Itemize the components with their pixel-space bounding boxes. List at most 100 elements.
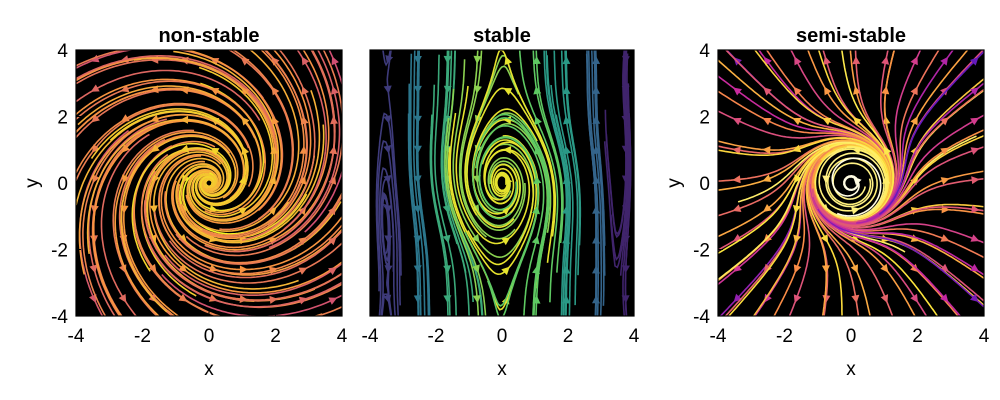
- streamline: [446, 88, 487, 316]
- y-tick-label: 4: [57, 41, 68, 62]
- stream-arrow: [621, 55, 630, 64]
- stream-arrow: [472, 295, 481, 304]
- stream-arrow: [882, 175, 891, 184]
- stream-arrow: [732, 117, 742, 126]
- streamline: [202, 50, 308, 238]
- stream-arrow: [851, 294, 860, 304]
- stream-arrow: [534, 146, 542, 156]
- streamline: [621, 50, 629, 246]
- x-axis-label: x: [204, 359, 214, 380]
- stream-arrow: [328, 297, 338, 305]
- stream-arrow: [178, 263, 188, 272]
- stream-arrow: [970, 234, 980, 242]
- stream-arrow: [762, 174, 772, 182]
- streamline: [430, 84, 451, 316]
- x-tick-label: -2: [134, 326, 151, 347]
- x-tick-label: 4: [629, 326, 640, 347]
- stream-arrow: [763, 263, 772, 273]
- streamline: [474, 124, 545, 316]
- stream-arrow: [270, 145, 279, 155]
- streamlines: [375, 50, 632, 316]
- stream-arrow: [268, 206, 277, 216]
- stream-arrow: [122, 174, 130, 184]
- streamline: [535, 50, 564, 244]
- stream-arrow: [910, 263, 919, 273]
- x-tick-label: -2: [776, 326, 793, 347]
- stream-arrow: [89, 264, 98, 274]
- stream-arrow: [180, 115, 189, 124]
- stream-arrow: [970, 147, 980, 155]
- streamline: [817, 208, 984, 308]
- stream-arrow: [732, 175, 741, 184]
- stream-arrow: [532, 205, 540, 215]
- stream-arrow: [762, 146, 771, 154]
- streamline: [283, 50, 327, 230]
- streamline: [233, 50, 336, 253]
- x-tick-label: -4: [362, 326, 379, 347]
- panel-semi-stable: semi-stable -4 -2 0 2 4 -4 -2 0 2 4 x y: [664, 25, 990, 380]
- stream-arrow: [443, 265, 452, 274]
- streamline: [440, 50, 458, 245]
- streamline: [382, 50, 392, 67]
- y-tick-labels: -4 -2 0 2 4: [693, 41, 723, 328]
- streamline: [378, 167, 396, 316]
- stream-arrow: [330, 86, 339, 95]
- stream-arrow: [472, 264, 480, 274]
- stream-arrow: [383, 85, 392, 94]
- stream-arrow: [793, 234, 802, 244]
- stream-arrow: [443, 55, 452, 64]
- stream-arrow: [940, 293, 949, 303]
- streamline: [76, 104, 250, 183]
- stream-arrow: [822, 117, 832, 126]
- stream-arrow: [940, 147, 950, 156]
- streamline: [532, 50, 563, 273]
- streamline: [812, 196, 984, 276]
- streamline: [185, 50, 342, 257]
- streamline: [114, 131, 239, 316]
- streamline: [180, 50, 305, 236]
- stream-arrow: [413, 55, 422, 64]
- stream-arrow: [531, 235, 540, 245]
- stream-arrow: [824, 86, 832, 96]
- stream-arrow: [473, 55, 482, 64]
- stream-arrow: [239, 265, 248, 274]
- streamlines: [76, 50, 342, 316]
- streamline: [553, 50, 574, 316]
- stream-arrow: [271, 116, 280, 125]
- stream-arrow: [120, 84, 130, 93]
- x-tick-label: 0: [204, 326, 215, 347]
- streamline: [160, 155, 342, 271]
- streamline: [854, 50, 897, 223]
- stream-arrow: [821, 265, 830, 274]
- stream-arrow: [241, 116, 250, 126]
- x-tick-labels: -4 -2 0 2 4: [362, 311, 640, 347]
- y-tick-label: 2: [699, 108, 710, 129]
- stream-arrow: [328, 206, 336, 216]
- stream-arrow: [882, 115, 891, 125]
- streamline: [434, 54, 458, 316]
- stream-arrow: [562, 56, 571, 65]
- x-tick-labels: -4 -2 0 2 4: [68, 311, 348, 347]
- stream-arrow: [178, 293, 188, 302]
- stream-arrow: [210, 88, 220, 96]
- stream-arrow: [881, 85, 890, 95]
- streamline: [460, 50, 516, 240]
- stream-arrow: [268, 237, 278, 245]
- streamline: [145, 237, 342, 308]
- streamline: [168, 229, 342, 279]
- streamline: [164, 254, 342, 296]
- y-axis-label: y: [664, 178, 685, 188]
- stream-arrow: [328, 267, 337, 275]
- stream-arrow: [532, 56, 541, 65]
- stream-arrow: [533, 175, 542, 185]
- streamline: [241, 50, 316, 241]
- y-tick-label: 2: [57, 108, 68, 129]
- stream-arrow: [910, 293, 918, 303]
- y-tick-labels: -4 -2 0 2 4: [51, 41, 81, 328]
- stream-arrow: [881, 56, 890, 65]
- stream-arrow: [794, 174, 802, 184]
- stream-arrow: [792, 117, 802, 126]
- stream-arrow: [851, 206, 860, 215]
- stream-arrow: [301, 86, 309, 96]
- stream-arrow: [383, 205, 392, 214]
